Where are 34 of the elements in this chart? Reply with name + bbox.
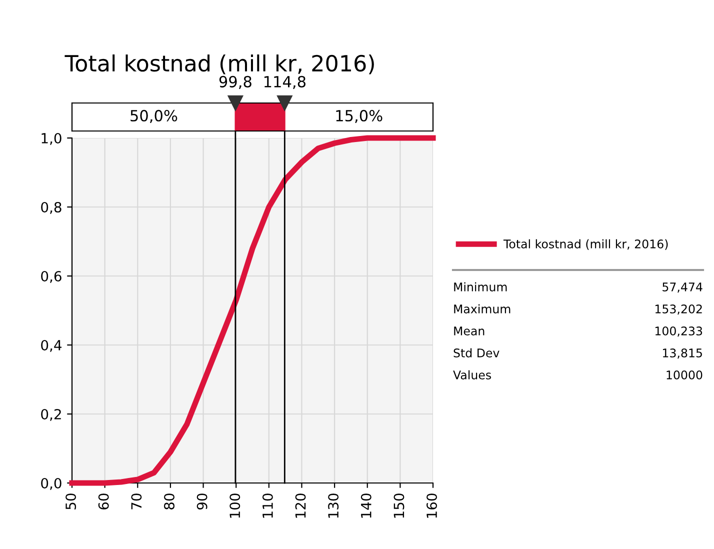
chart-title: Total kostnad (mill kr, 2016) (64, 54, 374, 74)
text: Minimum (454, 282, 507, 292)
legend-label: Total kostnad (mill kr, 2016) (503, 239, 668, 250)
text: 100,233 (655, 326, 702, 337)
y-tick-label: 0,6 (41, 270, 62, 283)
ref-line-label: 114,8 (264, 76, 306, 89)
x-tick-label: 140 (360, 494, 372, 518)
text: 15,0% (336, 110, 382, 123)
x-tick-label: 110 (262, 494, 273, 518)
x-tick-label: 80 (164, 494, 174, 510)
text: Maximum (454, 304, 510, 314)
text: Mean (454, 326, 484, 336)
x-tick-label: 130 (328, 494, 339, 518)
x-tick-label: 150 (394, 494, 404, 518)
text: 13,815 (662, 348, 702, 359)
y-tick-label: 0,4 (41, 340, 62, 352)
x-tick-label: 70 (131, 494, 142, 510)
x-tick-label: 100 (230, 494, 240, 518)
x-tick-label: 160 (426, 494, 438, 518)
text: Values (453, 370, 491, 380)
y-tick-label: 0,8 (41, 202, 62, 214)
text: 50,0% (130, 110, 178, 123)
ref-line-label: 99,8 (219, 76, 252, 89)
x-tick-label: 120 (295, 494, 306, 518)
text: Std Dev (454, 348, 500, 358)
text: 153,202 (655, 304, 702, 315)
x-tick-label: 60 (98, 494, 109, 510)
x-tick-label: 90 (196, 494, 208, 510)
y-tick-label: 1,0 (42, 132, 62, 145)
text: 10000 (666, 370, 702, 380)
text: 57,474 (662, 282, 702, 293)
y-tick-label: 0,2 (41, 408, 61, 421)
y-tick-label: 0,0 (41, 478, 62, 490)
x-tick-label: 50 (66, 494, 76, 510)
